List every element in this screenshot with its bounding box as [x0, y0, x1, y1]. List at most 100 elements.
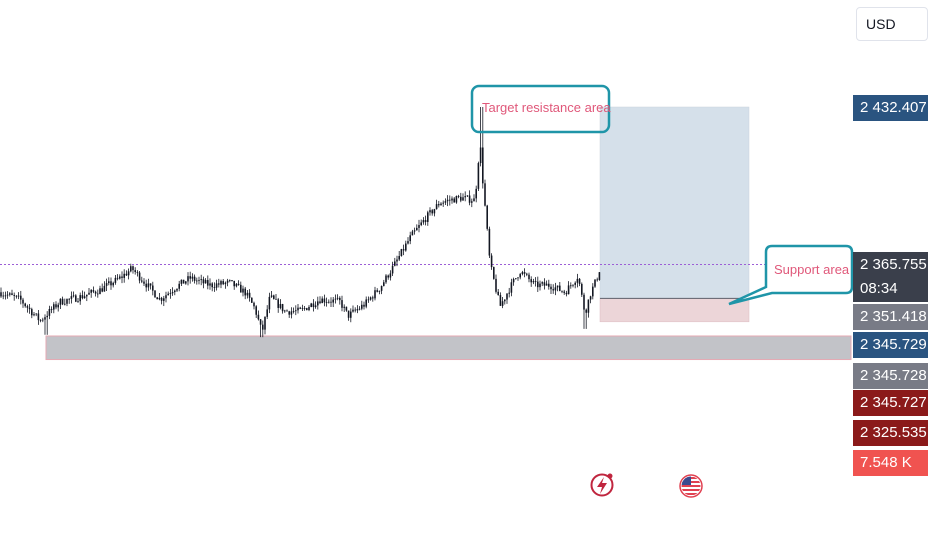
candle-body [180, 279, 183, 284]
candle-body [482, 147, 484, 184]
candle-body [515, 278, 517, 280]
candle-body [471, 201, 473, 203]
candle-body [314, 305, 317, 308]
candle-body [246, 292, 249, 296]
candle-body [521, 272, 524, 275]
candle-body [174, 290, 176, 293]
candle-body [396, 259, 398, 262]
candle-body [28, 307, 31, 310]
candle-body [55, 304, 57, 308]
candle-body [35, 313, 37, 315]
candle-body [385, 275, 387, 283]
candle-body [262, 324, 264, 330]
candle-body [11, 293, 13, 295]
candle-body [545, 283, 548, 286]
candle-body [9, 293, 11, 295]
candle-body [339, 297, 341, 301]
candle-body [255, 306, 257, 315]
support-area-label: Support area [774, 262, 850, 277]
us-flag-event-icon[interactable] [679, 474, 703, 498]
price-label: 7.548 K [853, 450, 928, 476]
candle-body [585, 309, 587, 313]
candle-body [475, 188, 477, 199]
price-label: 2 351.418 [853, 304, 928, 330]
stop-zone [599, 298, 750, 323]
candle-body [105, 283, 108, 286]
candle-body [64, 303, 66, 305]
candle-body [156, 297, 158, 300]
candle-body [116, 277, 119, 279]
price-label: 2 345.727 [853, 390, 928, 416]
candle-body [53, 304, 55, 310]
candle-body [127, 271, 130, 276]
candle-body [493, 267, 495, 279]
candle-body [559, 285, 561, 291]
candle-body [193, 276, 196, 281]
candle-body [350, 311, 352, 318]
candle-body [306, 308, 308, 311]
candle-body [215, 283, 218, 288]
candle-body [460, 196, 462, 201]
zones-layer [45, 106, 852, 361]
candle-body [125, 273, 128, 276]
candle-body [130, 266, 132, 272]
candle-body [363, 304, 365, 307]
candle-body [510, 282, 513, 293]
candle-body [411, 231, 414, 236]
candle-body [361, 304, 363, 309]
candle-body [138, 272, 141, 281]
candle-body [512, 279, 515, 283]
candle-body [519, 274, 521, 278]
price-label: 2 345.728 [853, 363, 928, 389]
candle-body [101, 288, 103, 292]
candle-body [6, 294, 9, 296]
candle-body [552, 289, 554, 291]
candle-body [200, 279, 202, 281]
currency-selector[interactable]: USD [856, 7, 928, 41]
candle-body [323, 298, 326, 303]
candle-body [321, 298, 323, 304]
candle-body [358, 308, 361, 310]
candle-body [499, 295, 502, 306]
candle-body [158, 297, 161, 300]
candle-body [171, 292, 174, 294]
candle-body [561, 290, 563, 292]
candle-body [413, 230, 416, 232]
earnings-icon[interactable] [590, 473, 614, 497]
candle-body [387, 275, 389, 278]
candle-body [435, 204, 438, 210]
candle-body [207, 280, 209, 286]
candle-body [4, 295, 7, 297]
candle-body [20, 295, 22, 300]
candle-body [376, 290, 378, 292]
candle-body [17, 295, 20, 297]
candle-body [354, 309, 356, 311]
candle-body [508, 292, 510, 294]
price-label: 2 345.729 [853, 332, 928, 358]
candle-body [196, 280, 198, 282]
candle-body [286, 310, 288, 312]
candle-body [61, 298, 64, 305]
candle-body [77, 301, 79, 303]
target-resistance-label: Target resistance area [482, 100, 611, 115]
candle-body [356, 309, 359, 311]
candle-body [473, 198, 475, 202]
candle-body [380, 285, 383, 291]
candle-body [187, 276, 189, 282]
candle-body [422, 220, 425, 223]
candle-body [554, 287, 557, 291]
candle-body [24, 303, 26, 307]
candle-body [444, 201, 447, 203]
target-callout-box [470, 84, 611, 134]
candle-body [347, 310, 350, 318]
candle-body [424, 220, 427, 222]
candle-body [213, 287, 216, 288]
candle-body [88, 292, 90, 295]
candle-body [537, 281, 539, 288]
candle-body [301, 308, 304, 309]
candle-body [68, 298, 70, 300]
candle-body [110, 281, 112, 286]
candle-body [224, 282, 227, 285]
candle-body [185, 281, 187, 284]
